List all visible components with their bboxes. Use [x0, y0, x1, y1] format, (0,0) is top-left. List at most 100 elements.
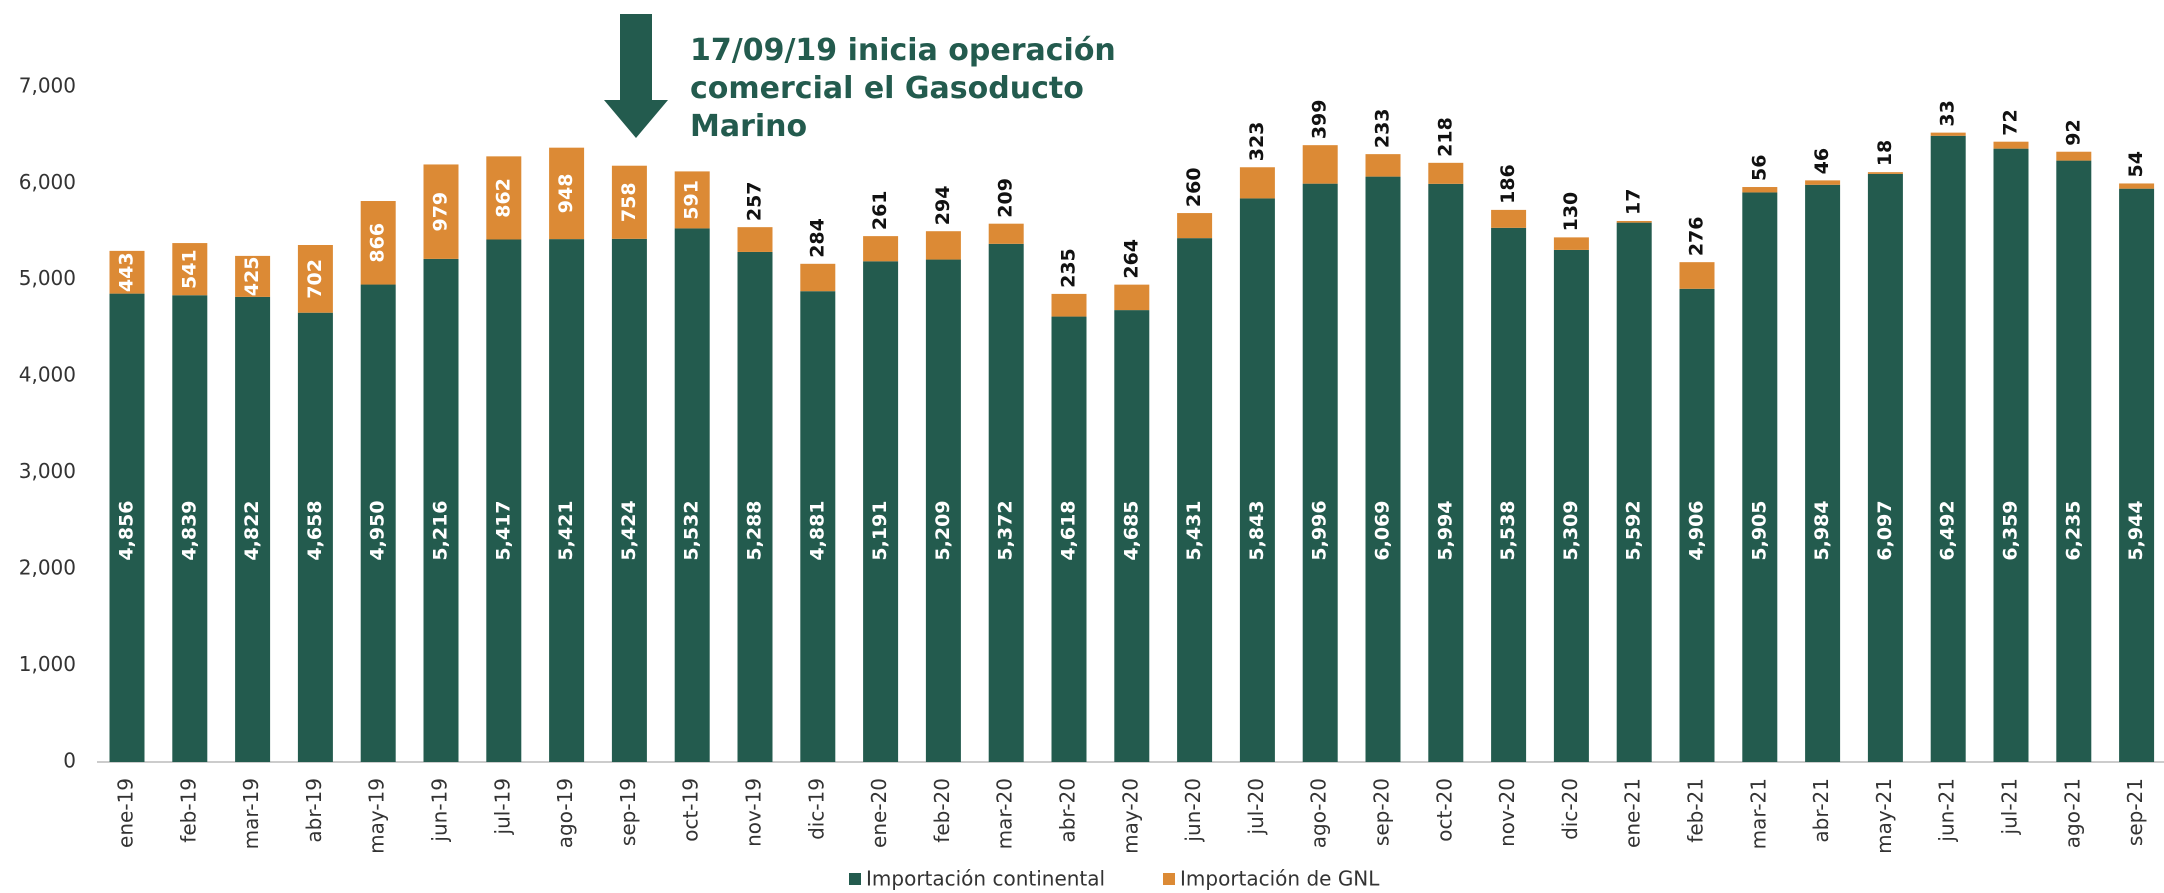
- value-label: 233: [1372, 108, 1394, 148]
- x-tick-label: ago-21: [2060, 778, 2084, 848]
- bar-segment: [612, 239, 647, 762]
- value-label: 5,905: [1748, 500, 1770, 560]
- annotation: Marino: [690, 109, 807, 144]
- value-label: 5,431: [1183, 500, 1205, 560]
- x-tick-label: feb-21: [1684, 778, 1708, 843]
- value-label: 209: [995, 178, 1017, 218]
- value-label: 5,216: [430, 500, 452, 560]
- x-tick-label: jun-19: [428, 778, 452, 843]
- value-label: 264: [1120, 239, 1142, 279]
- y-tick-label: 5,000: [19, 266, 76, 290]
- x-tick-label: sep-19: [616, 778, 640, 846]
- bar-segment: [1931, 133, 1966, 136]
- annotation: 17/09/19 inicia operación: [690, 33, 1116, 68]
- value-label: 5,372: [995, 500, 1017, 560]
- value-label: 425: [241, 257, 263, 297]
- bar-segment: [1931, 136, 1966, 762]
- legend-swatch: [1163, 873, 1175, 885]
- value-label: 4,906: [1686, 500, 1708, 560]
- bar-segment: [1240, 167, 1275, 198]
- value-label: 284: [806, 218, 828, 258]
- value-label: 591: [681, 180, 703, 220]
- value-label: 5,191: [869, 500, 891, 560]
- bar-segment: [800, 264, 835, 291]
- value-label: 92: [2062, 119, 2084, 145]
- value-label: 260: [1183, 167, 1205, 207]
- bar-segment: [1742, 187, 1777, 192]
- value-label: 218: [1434, 117, 1456, 157]
- bar-segment: [1177, 213, 1212, 238]
- x-tick-label: may-20: [1118, 778, 1142, 854]
- value-label: 6,492: [1937, 500, 1959, 560]
- value-label: 5,421: [555, 500, 577, 560]
- value-label: 5,994: [1434, 500, 1456, 560]
- value-label: 4,658: [304, 500, 326, 560]
- bar-segment: [1303, 145, 1338, 183]
- value-label: 5,592: [1623, 500, 1645, 560]
- value-label: 186: [1497, 164, 1519, 204]
- x-tick-label: dic-20: [1558, 778, 1582, 840]
- y-tick-label: 3,000: [19, 459, 76, 483]
- bar-segment: [1742, 192, 1777, 762]
- value-label: 866: [367, 223, 389, 263]
- value-label: 979: [430, 192, 452, 232]
- bar-segment: [1680, 262, 1715, 289]
- legend-label: Importación continental: [866, 867, 1105, 891]
- value-label: 4,822: [241, 500, 263, 560]
- bar-segment: [2119, 183, 2154, 188]
- value-label: 6,069: [1372, 500, 1394, 560]
- value-label: 4,950: [367, 500, 389, 560]
- x-tick-label: abr-21: [1809, 778, 1833, 843]
- value-label: 261: [869, 190, 891, 230]
- bar-segment: [1868, 172, 1903, 174]
- x-tick-label: jun-20: [1181, 778, 1205, 843]
- value-label: 18: [1874, 140, 1896, 166]
- x-tick-label: ago-19: [553, 778, 577, 848]
- bar-segment: [926, 231, 961, 259]
- x-tick-label: nov-20: [1495, 778, 1519, 847]
- bar-segment: [1052, 294, 1087, 317]
- value-label: 5,538: [1497, 500, 1519, 560]
- value-label: 5,417: [492, 500, 514, 560]
- value-label: 5,209: [932, 500, 954, 560]
- y-tick-label: 4,000: [19, 363, 76, 387]
- bar-segment: [1617, 221, 1652, 223]
- y-tick-label: 0: [63, 749, 76, 773]
- value-label: 257: [744, 181, 766, 221]
- x-tick-label: jun-21: [1935, 778, 1959, 843]
- bar-segment: [675, 228, 710, 762]
- bar-segment: [1805, 185, 1840, 762]
- bar-segment: [1805, 180, 1840, 184]
- bar-segment: [1428, 163, 1463, 184]
- bar-segment: [1868, 174, 1903, 762]
- bar-segment: [863, 236, 898, 261]
- bar-segment: [1617, 223, 1652, 762]
- value-label: 443: [116, 252, 138, 292]
- bar-segment: [1994, 149, 2029, 762]
- bar-segment: [1428, 184, 1463, 762]
- bar-segment: [2056, 161, 2091, 762]
- value-label: 33: [1937, 100, 1959, 126]
- x-tick-label: nov-19: [742, 778, 766, 847]
- bar-segment: [738, 227, 773, 252]
- x-tick-label: oct-19: [679, 778, 703, 842]
- value-label: 541: [178, 249, 200, 289]
- x-tick-label: ene-21: [1621, 778, 1645, 848]
- value-label: 54: [2125, 151, 2147, 177]
- annotation-arrow: [604, 14, 668, 138]
- value-label: 5,843: [1246, 500, 1268, 560]
- bar-segment: [2056, 152, 2091, 161]
- x-tick-label: may-21: [1872, 778, 1896, 854]
- value-label: 4,618: [1058, 500, 1080, 560]
- x-tick-label: sep-21: [2123, 778, 2147, 846]
- bar-segment: [1303, 184, 1338, 762]
- y-tick-label: 1,000: [19, 652, 76, 676]
- value-label: 294: [932, 186, 954, 226]
- bar-segment: [1177, 238, 1212, 762]
- x-tick-label: jul-19: [490, 778, 514, 835]
- value-label: 4,839: [178, 500, 200, 560]
- x-tick-label: ago-20: [1307, 778, 1331, 848]
- x-tick-label: abr-19: [302, 778, 326, 843]
- y-tick-label: 7,000: [19, 73, 76, 97]
- x-tick-label: feb-20: [930, 778, 954, 843]
